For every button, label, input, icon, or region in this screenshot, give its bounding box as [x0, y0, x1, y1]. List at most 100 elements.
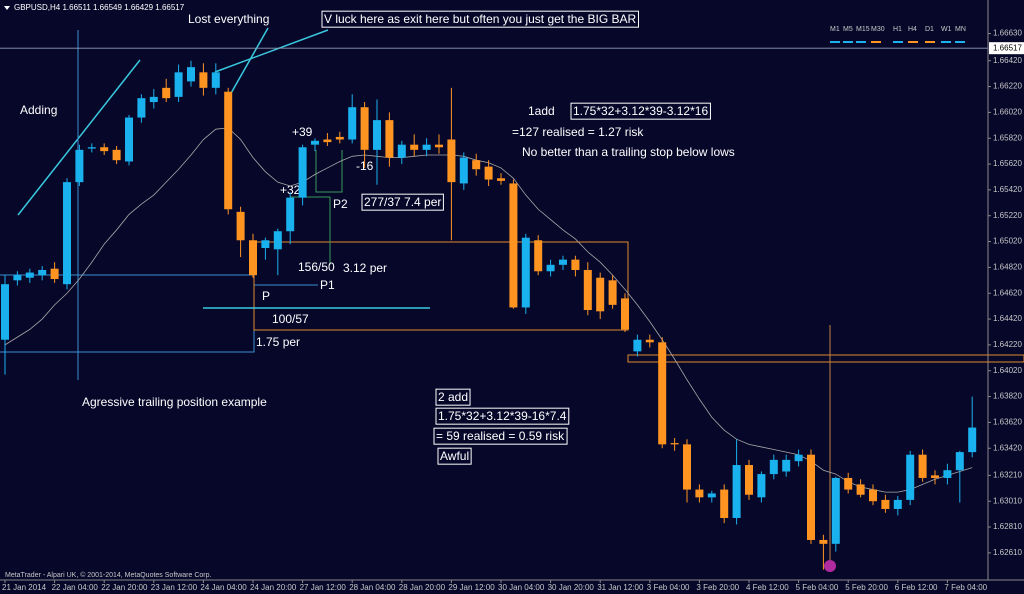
- timeframe-button[interactable]: H4: [908, 26, 917, 33]
- candle-body: [707, 493, 716, 498]
- candle-body: [968, 427, 977, 453]
- candle-body: [521, 237, 530, 308]
- annotation: +39: [292, 125, 313, 139]
- candle-body: [174, 72, 183, 97]
- x-tick-label: 3 Feb 20:00: [696, 583, 739, 592]
- candle-body: [348, 107, 357, 140]
- annotation: 1add: [528, 104, 555, 118]
- candle-body: [732, 465, 741, 518]
- timeframe-button[interactable]: W1: [941, 26, 952, 33]
- y-tick-label: 1.66630: [993, 29, 1022, 38]
- timeframe-button[interactable]: D1: [925, 26, 934, 33]
- candle-body: [844, 477, 853, 490]
- candle-body: [670, 443, 679, 445]
- candle-body: [583, 269, 592, 311]
- candle-body: [38, 269, 47, 276]
- candle-body: [955, 452, 964, 471]
- x-tick-label: 5 Feb 04:00: [796, 583, 839, 592]
- y-tick-label: 1.65020: [993, 237, 1022, 246]
- timeframe-indicator: [955, 41, 965, 43]
- annotation-box: [361, 193, 444, 211]
- candle-body: [273, 231, 282, 250]
- current-price-label: 1.66517: [993, 43, 1022, 52]
- candle-body: [546, 264, 555, 272]
- annotation: 1.75*32+3.12*39-3.12*16: [573, 104, 708, 118]
- candle-body: [410, 144, 419, 150]
- candle-body: [931, 475, 939, 478]
- candle-body: [893, 499, 902, 509]
- candle-body: [633, 339, 642, 352]
- menu-arrow[interactable]: [4, 6, 10, 10]
- timeframe-indicator: [830, 41, 840, 43]
- candle-body: [162, 87, 171, 99]
- x-tick-label: 28 Jan 04:00: [349, 583, 396, 592]
- annotation: 1.75*32+3.12*39-16*7.4: [438, 409, 567, 423]
- candle-body: [645, 339, 654, 343]
- annotation: P: [262, 289, 270, 303]
- x-tick-label: 22 Jan 20:00: [101, 583, 148, 592]
- timeframe-button[interactable]: M30: [871, 26, 885, 33]
- candle-body: [559, 259, 567, 265]
- candle-body: [323, 139, 332, 143]
- candle-body: [236, 211, 245, 241]
- y-tick-label: 1.63820: [993, 392, 1022, 401]
- annotation-box: [437, 447, 472, 465]
- candle-body: [50, 268, 59, 280]
- annotation: Awful: [440, 449, 469, 463]
- candle-body: [906, 454, 915, 500]
- timeframe-indicator: [893, 41, 903, 43]
- y-tick-label: 1.63210: [993, 470, 1022, 479]
- annotation: Adding: [20, 103, 57, 117]
- y-tick-label: 1.62610: [993, 548, 1022, 557]
- candle-body: [385, 120, 394, 158]
- y-tick-label: 1.64020: [993, 366, 1022, 375]
- candle-body: [149, 96, 158, 103]
- annotation: 1.75 per: [256, 335, 300, 349]
- candle-body: [87, 147, 96, 149]
- timeframe-button[interactable]: M5: [843, 26, 853, 33]
- annotation: 100/57: [272, 312, 309, 326]
- candle-body: [596, 277, 605, 312]
- timeframe-button[interactable]: H1: [893, 26, 902, 33]
- candles: [1, 60, 977, 570]
- annotation: 3.12 per: [343, 261, 387, 275]
- candle-body: [447, 139, 456, 183]
- candle-body: [534, 240, 543, 272]
- y-tick-label: 1.64420: [993, 314, 1022, 323]
- candle-body: [422, 144, 431, 150]
- x-tick-label: 6 Feb 12:00: [895, 583, 938, 592]
- candle-body: [125, 117, 133, 162]
- candle-body: [658, 342, 667, 445]
- annotation-box: [435, 407, 570, 425]
- x-tick-label: 23 Jan 12:00: [151, 583, 198, 592]
- y-tick-label: 1.63620: [993, 418, 1022, 427]
- candle-body: [621, 298, 629, 330]
- candle-body: [100, 147, 109, 152]
- x-tick-label: 24 Jan 20:00: [250, 583, 297, 592]
- candle-body: [943, 470, 952, 478]
- candle-body: [831, 477, 840, 544]
- p2-lines: [315, 150, 343, 193]
- annotation: =127 realised = 1.27 risk: [512, 125, 644, 139]
- candle-body: [769, 459, 778, 475]
- x-tick-label: 7 Feb 04:00: [944, 583, 987, 592]
- timeframe-indicator: [843, 41, 853, 43]
- annotation: Agressive trailing position example: [82, 395, 267, 409]
- range-box: [627, 354, 1024, 363]
- candle-body: [199, 72, 208, 88]
- timeframe-button[interactable]: M1: [830, 26, 840, 33]
- y-tick-label: 1.65220: [993, 211, 1022, 220]
- candle-body: [249, 240, 257, 276]
- timeframe-button[interactable]: MN: [955, 26, 966, 33]
- annotation: = 59 realised = 0.59 risk: [436, 429, 565, 443]
- timeframe-button[interactable]: M15: [856, 26, 870, 33]
- candle-body: [459, 157, 468, 184]
- annotation-box: [321, 10, 640, 28]
- y-tick-label: 1.66220: [993, 82, 1022, 91]
- annotation: +32: [280, 183, 301, 197]
- current-price-box: [989, 42, 1024, 55]
- x-tick-label: 22 Jan 04:00: [52, 583, 99, 592]
- candle-body: [683, 444, 691, 490]
- x-tick-label: 5 Feb 20:00: [845, 583, 888, 592]
